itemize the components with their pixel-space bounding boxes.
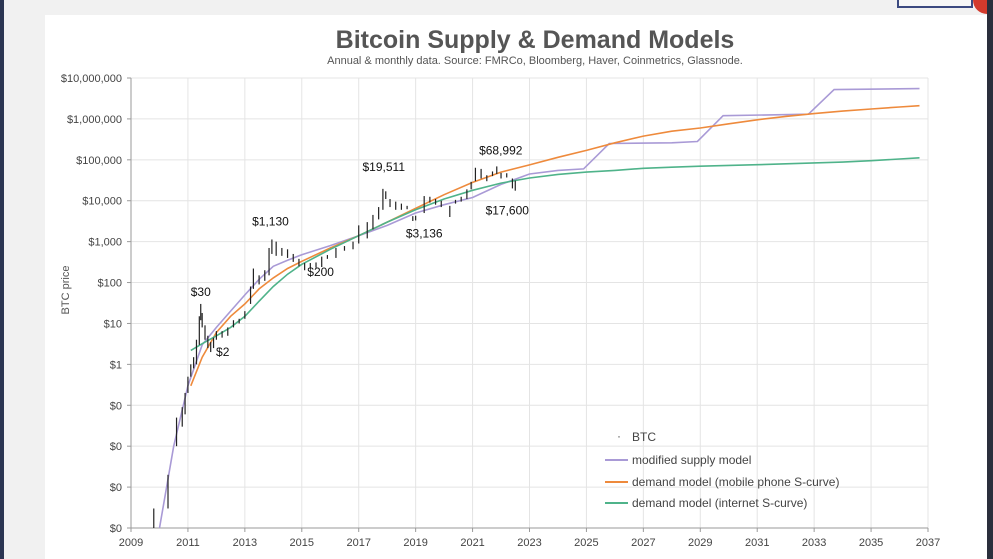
grid [130,77,929,529]
legend-label-btc: BTC [632,430,656,444]
y-tick-label: $100 [98,278,122,290]
legend-label-supply: modified supply model [632,453,751,467]
x-tick-label: 2013 [233,537,257,549]
mobile-demand-line [190,104,920,387]
y-tick-label: $10,000 [82,196,122,208]
chart-subtitle: Annual & monthly data. Source: FMRCo, Bl… [327,55,743,67]
y-tick-label: $10,000,000 [61,73,122,85]
x-tick-label: 2019 [403,537,427,549]
y-tick-label: $0 [110,482,122,494]
price-annotation: $68,992 [479,143,523,157]
price-annotation: $17,600 [486,204,530,218]
right-window-edge [987,0,993,559]
series [153,87,920,529]
legend-label-mobile: demand model (mobile phone S-curve) [632,475,839,489]
x-tick-label: 2033 [802,537,826,549]
internet-demand-line [190,157,920,352]
x-tick-label: 2021 [460,537,484,549]
y-tick-label: $1,000 [88,237,122,249]
y-tick-label: $1,000,000 [67,114,122,126]
x-tick-label: 2009 [119,537,143,549]
x-tick-label: 2031 [745,537,769,549]
price-annotation: $30 [191,285,211,299]
x-tick-label: 2015 [290,537,314,549]
y-tick-label: $0 [110,400,122,412]
price-annotation: $3,136 [406,226,443,240]
chart-title: Bitcoin Supply & Demand Models [336,26,735,54]
y-axis-label: BTC price [60,266,72,315]
x-tick-label: 2025 [574,537,598,549]
x-ticks: 2009 2011 2013 2015 2017 2019 2021 2023 2025 2027… [119,528,940,549]
y-tick-label: $10 [104,318,122,330]
y-ticks: $10,000,000 $1,000,000 $100,000 $10,000 $1,0… [61,73,131,535]
x-tick-label: 2023 [517,537,541,549]
supply-model-line [158,87,920,529]
x-tick-label: 2035 [859,537,883,549]
legend: · BTC modified supply model demand model… [605,429,839,510]
chart-panel [45,15,987,559]
price-annotation: $19,511 [363,160,406,174]
x-tick-label: 2037 [916,537,940,549]
y-tick-label: $0 [110,441,122,453]
price-annotation: $200 [307,265,334,279]
price-annotation: $1,130 [252,214,289,228]
price-annotation: $2 [216,345,230,359]
y-tick-label: $100,000 [76,155,122,167]
y-tick-label: $0 [110,523,122,535]
x-tick-label: 2027 [631,537,655,549]
corner-frame [897,0,973,8]
x-tick-label: 2017 [346,537,370,549]
left-window-edge [0,0,4,559]
x-tick-label: 2029 [688,537,712,549]
annotations: $30 $2 $1,130 $200 $19,511 $3,136 $68,992 $17,6… [191,143,530,359]
legend-label-internet: demand model (internet S-curve) [632,496,807,510]
y-tick-label: $1 [110,359,122,371]
legend-btc-marker: · [617,429,621,443]
x-tick-label: 2011 [176,537,200,549]
